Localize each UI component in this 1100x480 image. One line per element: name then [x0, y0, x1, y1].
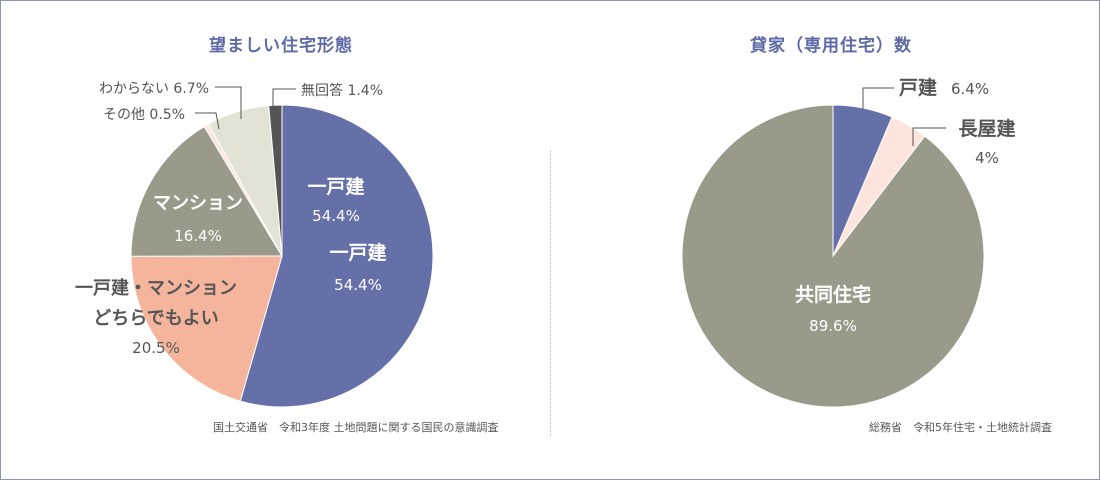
chart1-label-1: 長屋建: [958, 117, 1015, 140]
chart0-label-0: 一戸建: [307, 175, 364, 198]
chart1-label-0: 戸建: [899, 76, 937, 99]
chart0-value-0: 54.4%: [312, 207, 360, 225]
right-chart-source: 総務省 令和5年住宅・土地統計調査: [869, 421, 1052, 434]
chart0-slice-5: [268, 104, 283, 257]
chart1-slice-2: [681, 104, 985, 408]
chart0-leader-3: [195, 112, 220, 130]
chart1-leader-0: [862, 87, 894, 109]
left-chart-source: 国土交通省 令和3年度 土地問題に関する国民の意識調査: [213, 421, 499, 434]
chart0-leader-5: [272, 88, 296, 107]
chart0-slice-1: [130, 255, 283, 402]
chart0-label-1-line1: 一戸建・マンション: [75, 277, 237, 299]
chart1-leader-1: [912, 127, 946, 146]
chart0-label-3: その他 0.5%: [103, 107, 185, 123]
chart0-value-1: 20.5%: [132, 339, 180, 357]
chart0-slice-0: [239, 104, 434, 408]
chart0-label-1-line2: どちらでもよい: [93, 308, 218, 329]
chart1-value-1: 4%: [975, 149, 999, 167]
chart0-leader-4: [215, 86, 242, 119]
chart1-value-0: 6.4%: [951, 80, 989, 98]
chart0-label-2: マンション: [153, 193, 243, 214]
chart0-slice-2: [130, 125, 283, 257]
divider: [550, 151, 551, 436]
chart1-value-2: 89.6%: [809, 317, 857, 335]
chart1-label-2: 共同住宅: [795, 283, 871, 306]
chart0-extra-label: 一戸建: [329, 241, 386, 264]
chart0-label-5: 無回答 1.4%: [301, 82, 383, 99]
right-chart-title: 貸家（専用住宅）数: [750, 36, 912, 56]
chart0-extra-value: 54.4%: [334, 276, 382, 294]
left-chart-title: 望ましい住宅形態: [209, 36, 353, 56]
chart0-value-2: 16.4%: [174, 227, 222, 245]
chart0-label-4: わからない 6.7%: [99, 81, 209, 97]
